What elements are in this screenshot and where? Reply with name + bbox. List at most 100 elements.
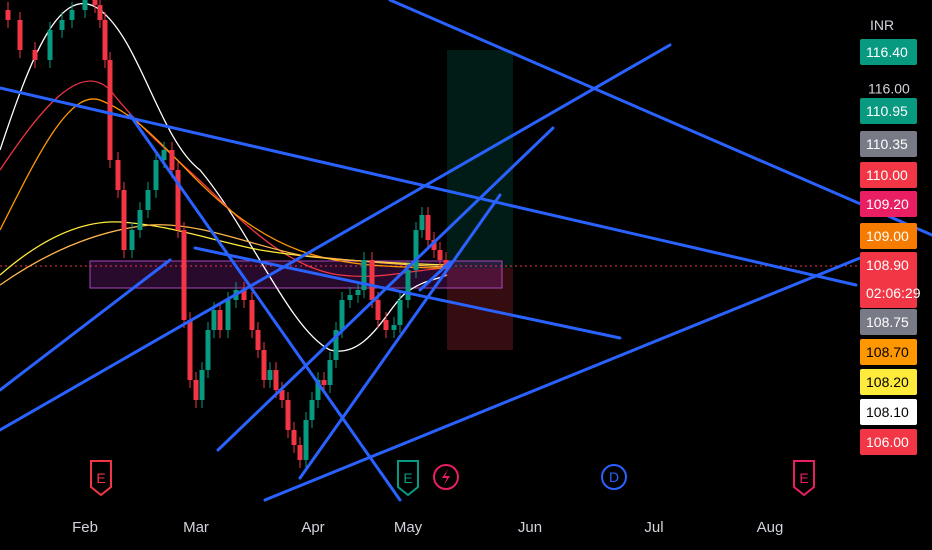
price-tag-background [860,429,917,455]
price-tag[interactable]: 110.35 [860,131,917,157]
time-axis-label: Feb [72,519,98,536]
price-tag[interactable]: 108.10 [860,399,917,425]
candle-body [249,300,255,330]
price-tag-background [860,399,917,425]
candle-body [279,390,285,400]
price-tag-background [860,339,917,365]
price-tag-label: 108.75 [866,314,909,330]
candle-body [199,370,205,400]
price-tag-label: 108.70 [866,344,909,360]
candle-body [5,10,11,20]
candle-body [241,290,247,300]
price-tag[interactable]: 108.75 [860,309,917,335]
trendline[interactable] [263,256,862,502]
candle-body [303,420,309,460]
dividend-event-icon[interactable]: D [601,464,627,490]
time-axis-label: Jul [644,519,663,536]
price-axis[interactable]: INR 116.00102.00 116.40110.95110.35110.0… [860,17,921,455]
price-tag[interactable]: 109.20 [860,191,917,217]
moving-average-line [0,224,448,286]
candle-body [361,260,367,290]
candle-body [397,300,403,325]
price-tag[interactable]: 108.20 [860,369,917,395]
price-tag-label: 109.20 [866,196,909,212]
candle-body [285,400,291,430]
moving-averages [0,3,448,352]
trendlines[interactable] [0,0,932,502]
candle-body [115,160,121,190]
svg-text:D: D [609,469,619,485]
price-tag[interactable]: 108.90 02:06:29 [860,252,921,308]
svg-text:E: E [403,470,412,486]
candle-body [92,0,98,5]
price-tag-label: 108.90 [866,257,909,273]
trendline[interactable] [0,86,858,287]
time-axis[interactable]: Feb Mar Apr May Jun Jul Aug [72,519,783,536]
price-tag[interactable]: 116.40 [860,39,917,65]
candle-body [261,350,267,380]
earnings-event-icon[interactable]: E [397,460,419,497]
trendline[interactable] [298,193,502,480]
trendline[interactable] [0,258,172,392]
candle-body [217,310,223,330]
candle-body [187,320,193,380]
candle-body [102,20,108,60]
price-tag[interactable]: 109.00 [860,223,917,249]
price-tag-background [860,39,917,65]
price-tag-label: 109.00 [866,228,909,244]
candles [5,0,449,468]
trendline[interactable] [418,260,452,292]
candle-body [225,300,231,330]
price-tag[interactable]: 108.70 [860,339,917,365]
svg-text:E: E [799,470,808,486]
price-tag-label: 110.00 [866,167,908,183]
countdown-label: 02:06:29 [866,285,921,301]
candle-body [391,325,397,330]
candle-body [32,50,38,60]
candle-body [137,210,143,230]
moving-average-line [0,3,448,352]
trendline[interactable] [0,43,672,432]
price-tag[interactable]: 110.00 [860,162,917,188]
candle-body [169,150,175,170]
candle-body [47,30,53,60]
candle-body [425,215,431,240]
candle-body [291,430,297,445]
candle-body [181,230,187,320]
candle-body [59,20,65,30]
earnings-event-icon[interactable]: E [90,460,112,497]
price-tag-label: 110.35 [866,136,908,152]
price-tag-background [860,369,917,395]
time-axis-label: Jun [518,519,542,536]
time-axis-label: Apr [301,519,324,536]
price-tag[interactable]: 110.95 [860,98,917,124]
trendline[interactable] [193,246,622,340]
candle-body [437,250,443,260]
candle-body [419,215,425,230]
candle-body [321,380,327,385]
candle-body [333,330,339,360]
price-tag-label: 108.20 [866,374,909,390]
moving-average-line [0,98,448,269]
price-tag[interactable]: 106.00 [860,429,917,455]
long-position-target-zone[interactable] [447,50,513,268]
earnings-event-icon[interactable]: E [793,460,815,497]
price-tag-background [860,98,917,124]
candle-body [273,370,279,390]
time-axis-label: May [394,519,423,536]
svg-text:E: E [96,470,105,486]
trendline[interactable] [128,113,402,502]
candle-body [405,270,411,300]
candle-body [145,190,151,210]
candle-body [153,160,159,190]
candle-body [211,310,217,330]
candle-body [161,150,167,160]
split-event-icon[interactable] [433,464,459,490]
candle-body [375,300,381,320]
trendline[interactable] [388,0,932,237]
candle-body [297,445,303,460]
time-axis-label: Aug [757,519,784,536]
